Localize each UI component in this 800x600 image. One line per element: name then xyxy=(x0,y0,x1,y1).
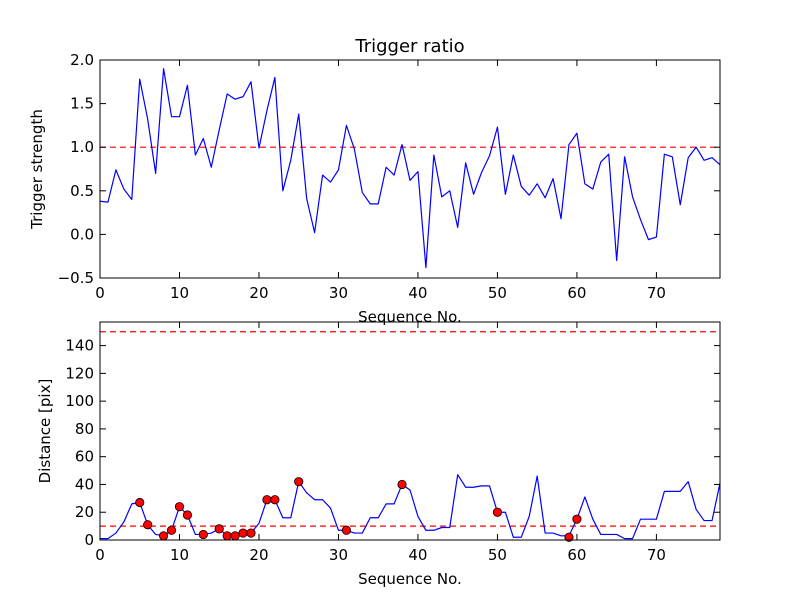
bottom-chart-x-tick-label: 30 xyxy=(329,546,348,564)
top-chart-x-axis-label: Sequence No. xyxy=(358,308,462,326)
bottom-chart-marker-point xyxy=(158,531,169,541)
top-chart-plot-layer xyxy=(99,68,721,269)
bottom-chart-marker-point xyxy=(230,531,240,541)
top-chart-x-tick-label: 30 xyxy=(329,284,348,302)
bottom-chart-marker-point xyxy=(135,497,145,508)
top-chart-x-tick-label: 0 xyxy=(95,284,105,302)
bottom-chart-x-tick-label: 50 xyxy=(488,546,507,564)
bottom-chart-marker-point xyxy=(262,495,272,505)
top-chart-x-tick-label: 70 xyxy=(647,284,666,302)
bottom-chart-y-axis-label: Distance [pix] xyxy=(36,379,54,484)
bottom-chart-x-tick-label: 40 xyxy=(408,546,427,564)
bottom-chart-y-tick-label: 140 xyxy=(65,337,94,355)
bottom-chart-frame xyxy=(99,321,721,541)
bottom-chart-marker-point xyxy=(182,510,193,520)
top-chart-x-tick-label: 60 xyxy=(567,284,586,302)
top-chart-y-tick-label: 0.5 xyxy=(70,182,94,200)
bottom-chart-marker-point xyxy=(270,495,280,505)
top-chart-y-tick-label: −0.5 xyxy=(58,269,94,287)
bottom-chart-y-tick-label: 20 xyxy=(75,503,94,521)
bottom-chart-marker-point xyxy=(198,529,208,540)
bottom-chart-y-tick-label: 120 xyxy=(65,364,94,382)
bottom-chart-marker-point xyxy=(222,531,232,541)
bottom-chart-panel: 0 10 20 30 40 50 60 70 0 20 40 60 80 100 120 140 Sequen… xyxy=(36,321,721,588)
top-chart-frame xyxy=(99,59,721,279)
bottom-chart-marker-point xyxy=(294,477,304,487)
bottom-chart-y-tick-label: 0 xyxy=(84,531,94,549)
bottom-chart-marker-point xyxy=(214,524,224,534)
bottom-chart-marker-point xyxy=(341,525,352,535)
top-chart-y-tick-label: 1.0 xyxy=(70,138,94,156)
bottom-chart-y-tick-label: 100 xyxy=(65,392,94,410)
bottom-chart-marker-point xyxy=(174,502,185,512)
top-chart-y-tick-label: 2.0 xyxy=(70,51,94,69)
bottom-chart-y-tick-label: 40 xyxy=(75,475,94,493)
top-chart-y-tick-label: 0.0 xyxy=(70,225,94,243)
top-chart-series-line-0 xyxy=(99,68,721,269)
bottom-chart-ticks: 0 10 20 30 40 50 60 70 0 20 40 60 80 100 120 140 xyxy=(65,322,720,564)
bottom-chart-marker-point xyxy=(246,528,256,538)
bottom-chart-y-tick-label: 60 xyxy=(75,448,94,466)
bottom-chart-marker-point xyxy=(572,514,582,524)
bottom-chart-plot-layer xyxy=(100,331,721,542)
bottom-chart-x-tick-label: 10 xyxy=(170,546,189,564)
bottom-chart-marker-point xyxy=(492,507,503,517)
bottom-chart-x-tick-label: 0 xyxy=(95,546,105,564)
bottom-chart-x-tick-label: 60 xyxy=(567,546,586,564)
top-chart-y-tick-label: 1.5 xyxy=(70,95,94,113)
top-chart-x-tick-label: 10 xyxy=(170,284,189,302)
bottom-chart-marker-point xyxy=(166,525,177,535)
top-chart-ticks: 0 10 20 30 40 50 60 70 −0.5 0.0 0.5 1.0 1.5 2.0 xyxy=(58,51,720,302)
bottom-chart-marker-point xyxy=(564,532,574,542)
bottom-chart-marker-point xyxy=(143,520,153,530)
bottom-chart-marker-point xyxy=(238,528,248,538)
bottom-chart-y-tick-label: 80 xyxy=(75,420,94,438)
bottom-chart-marker-point xyxy=(397,479,407,490)
top-chart-x-tick-label: 50 xyxy=(488,284,507,302)
bottom-chart-x-tick-label: 70 xyxy=(647,546,666,564)
top-chart-x-tick-label: 20 xyxy=(249,284,268,302)
bottom-chart-x-axis-label: Sequence No. xyxy=(358,570,462,588)
top-chart-x-tick-label: 40 xyxy=(408,284,427,302)
top-chart-title: Trigger ratio xyxy=(354,36,464,57)
bottom-chart-x-tick-label: 20 xyxy=(249,546,268,564)
top-chart-y-axis-label: Trigger strength xyxy=(28,109,46,230)
